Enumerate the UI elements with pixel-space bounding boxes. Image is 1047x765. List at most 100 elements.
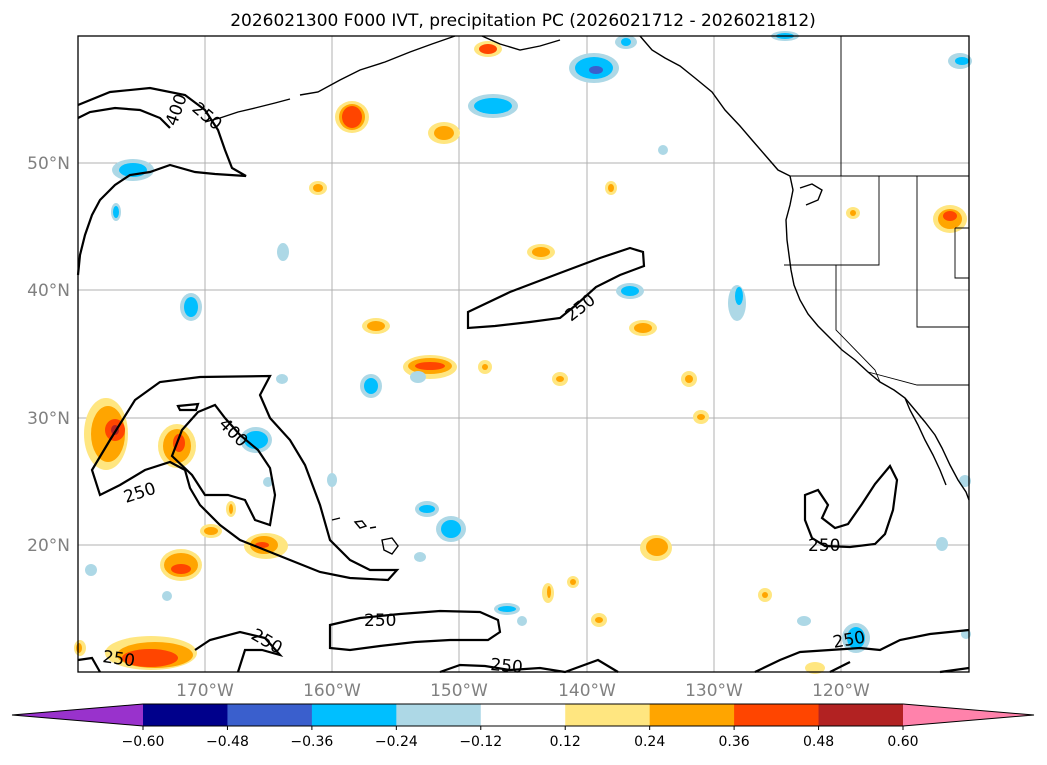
precip-blob-negative [276,374,288,384]
colorbar-tick-label: 0.36 [719,734,750,750]
colorbar-tick-label: −0.12 [459,734,502,750]
ivt-contour-250 [939,666,970,674]
colorbar-segment [396,704,482,726]
precip-blob-negative [959,475,971,487]
lat-label: 20°N [27,536,70,556]
colorbar-extend-high [903,704,1034,726]
precip-blob-positive [542,583,554,603]
ivt-contour-250 [328,609,502,652]
precip-blob-positive [805,662,825,674]
precip-blob-positive [474,41,502,57]
precip-blob-negative [948,53,972,69]
precip-blob-positive [640,535,672,561]
ivt-contours [76,86,970,674]
precip-blob-positive [846,207,860,219]
political-borders [784,36,969,386]
precip-blob-negative [277,243,289,261]
ivt-contour-250 [466,246,646,330]
precip-blob-positive [160,549,202,581]
precip-anomaly-blobs [74,31,972,674]
precip-blob-negative [180,293,202,321]
precip-blob-positive [629,320,657,336]
ivt-contour-250 [829,661,851,673]
precip-blob-negative [414,552,426,562]
colorbar-extend-low [12,704,143,726]
latitude-labels: 50°N 40°N 30°N 20°N [27,154,70,556]
ivt-contour-250 [754,628,970,673]
precip-blob-negative [517,616,527,626]
ivt-contour-250 [77,656,101,673]
precip-blob-negative [616,283,644,299]
colorbar-segment [818,704,904,726]
precip-blob-negative [415,501,439,517]
colorbar-segment [649,704,735,726]
precip-blob-positive [84,398,128,470]
precip-blob-positive [200,524,222,538]
ivt-label: 250 [808,536,840,556]
precip-blob-positive [933,205,967,233]
precip-blob-positive [478,360,492,374]
lon-label: 120°W [812,681,870,701]
gridlines [78,36,969,672]
ivt-label: 250 [364,611,396,631]
precip-blob-negative [162,591,172,601]
precip-blob-negative [615,35,637,49]
precip-blob-positive [758,588,772,602]
precip-blob-negative [410,371,426,383]
colorbar-tick-label: −0.36 [290,734,333,750]
precip-blob-negative [494,603,520,615]
lon-label: 160°W [303,681,361,701]
map-title: 2026021300 F000 IVT, precipitation PC (2… [230,11,816,31]
lon-label: 140°W [558,681,616,701]
coastlines [204,35,970,555]
colorbar-segment [311,704,397,726]
precip-blob-positive [552,372,568,386]
colorbar-tick-label: 0.12 [550,734,581,750]
colorbar: −0.60 −0.48 −0.36 −0.24 −0.12 0.12 0.24 0.36 0.4… [11,703,1035,750]
precip-blob-positive [591,613,607,627]
ivt-contour-250 [176,402,200,412]
lat-label: 40°N [27,281,70,301]
precip-blob-negative [112,159,154,181]
precip-blob-positive [362,318,390,334]
precip-blob-negative [658,145,668,155]
precip-blob-positive [335,101,369,133]
lon-label: 170°W [176,681,234,701]
precip-blob-negative [797,616,811,626]
precip-blob-positive [527,244,555,260]
precip-blob-positive [428,122,460,144]
precip-blob-positive [74,640,86,656]
colorbar-tick-label: 0.24 [634,734,665,750]
precip-blob-positive [681,371,697,387]
colorbar-segment [143,704,228,726]
colorbar-tick-label: 0.60 [887,734,918,750]
precip-blob-positive [105,636,197,670]
colorbar-tick-label: −0.48 [206,734,249,750]
lat-label: 50°N [27,154,70,174]
colorbar-segment [480,704,566,726]
precip-blob-negative [360,374,382,398]
precip-blob-negative [468,94,518,118]
colorbar-segment [227,704,313,726]
precip-blob-negative [569,53,619,83]
colorbar-tick-label: 0.48 [803,734,834,750]
precip-blob-negative [436,516,466,542]
precip-blob-negative [111,203,121,221]
colorbar-tick-label: −0.60 [122,734,165,750]
ivt-label: 250 [101,647,136,671]
colorbar-segment [565,704,651,726]
longitude-labels: 170°W 160°W 150°W 140°W 130°W 120°W [176,681,870,701]
precip-blob-positive [693,410,709,424]
ivt-contour-400 [77,106,171,129]
precip-blob-positive [244,533,288,559]
precip-blob-positive [605,181,617,195]
lon-label: 150°W [430,681,488,701]
colorbar-segment [734,704,820,726]
precip-blob-negative [327,473,337,487]
precip-blob-negative [263,477,273,487]
precip-blob-positive [567,576,579,588]
ivt-contour-250 [439,658,619,674]
lat-label: 30°N [27,409,70,429]
map-background [78,36,969,672]
